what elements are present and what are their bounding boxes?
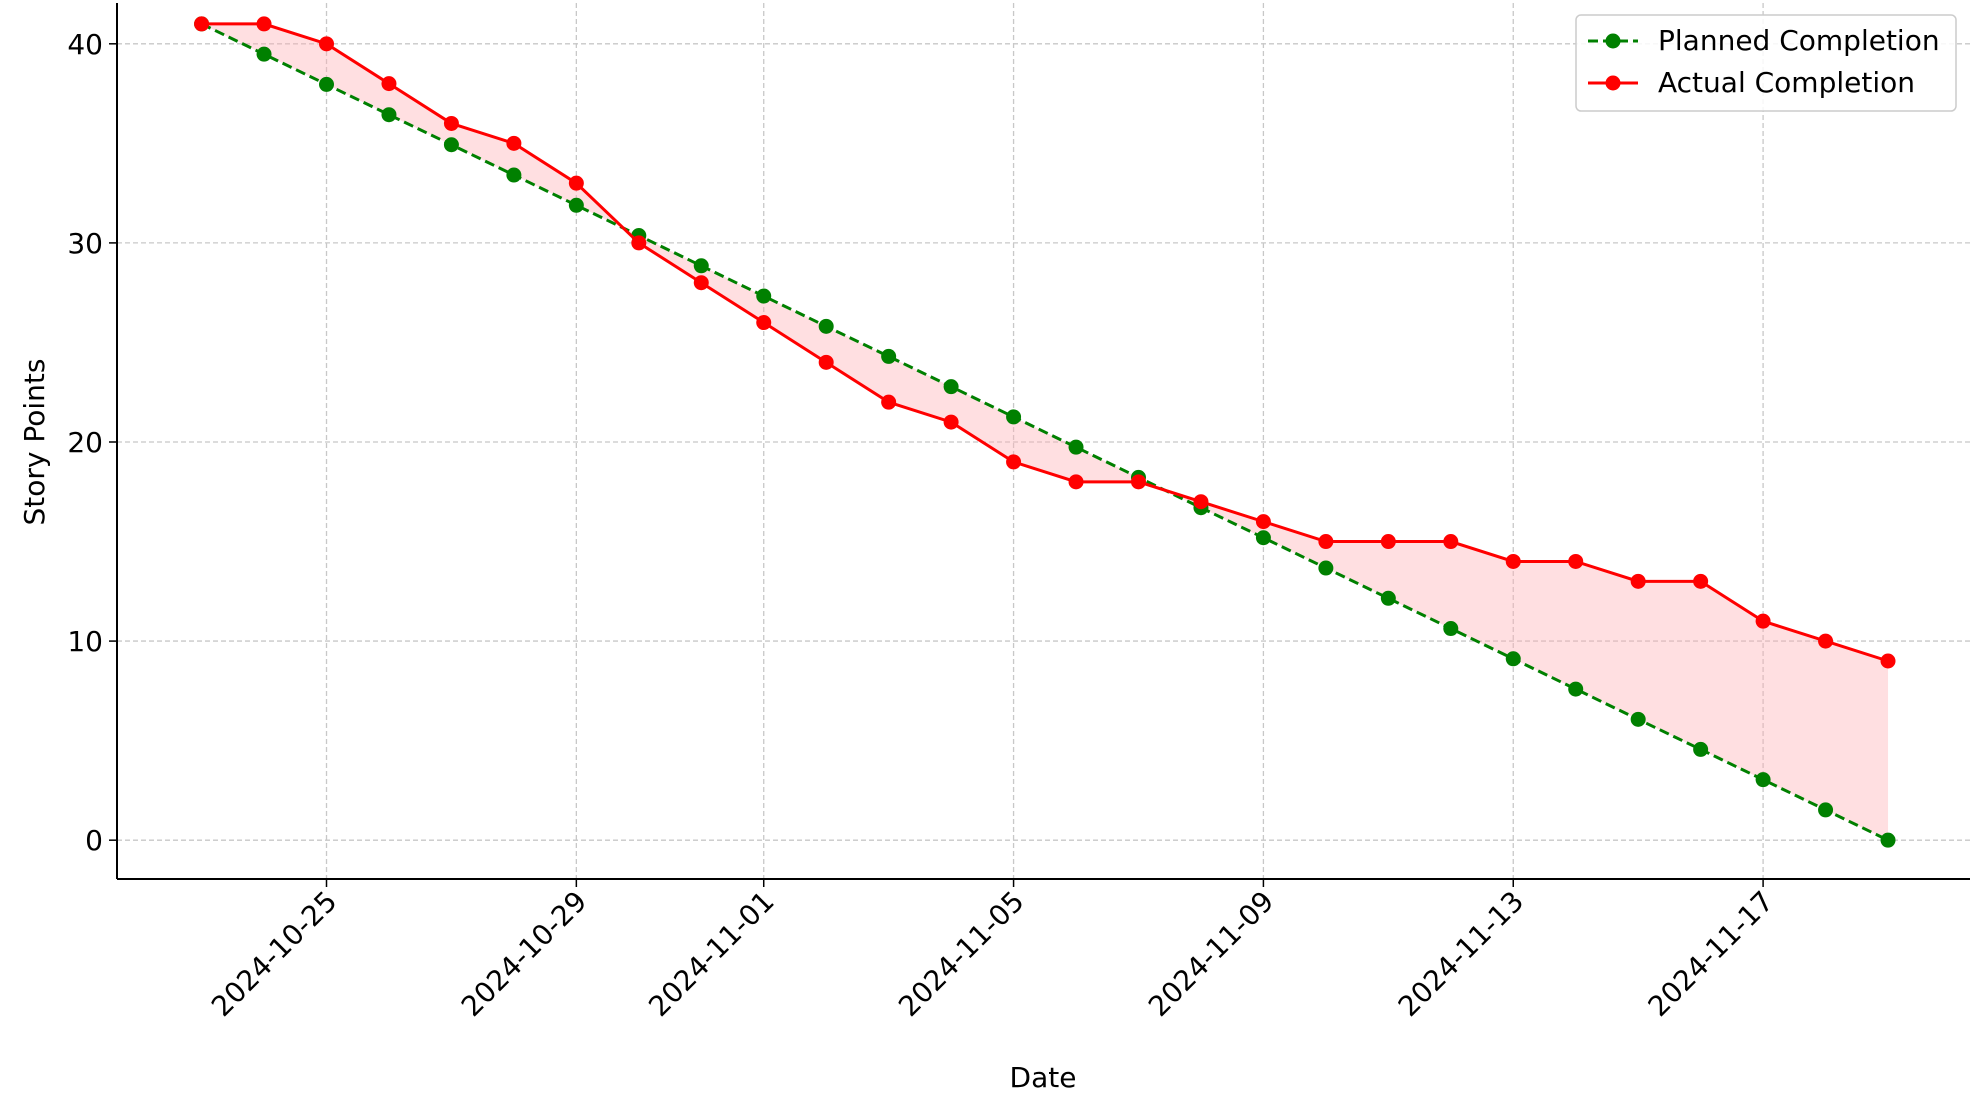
point (1505, 553, 1521, 569)
y-tick-label: 0 (85, 824, 103, 857)
legend-label: Actual Completion (1658, 66, 1915, 99)
point (443, 137, 459, 153)
point (1693, 741, 1709, 757)
point (1630, 573, 1646, 589)
point (381, 76, 397, 92)
point (693, 275, 709, 291)
legend-label: Planned Completion (1658, 24, 1940, 57)
y-tick-label: 30 (67, 227, 103, 260)
point (1880, 653, 1896, 669)
point (756, 288, 772, 304)
point (319, 36, 335, 52)
point (443, 115, 459, 131)
point (319, 76, 335, 92)
point (1818, 633, 1834, 649)
point (568, 197, 584, 213)
x-tick-label: 2024-10-25 (205, 885, 343, 1023)
legend: Planned Completion Actual Completion (1575, 14, 1957, 112)
point (1818, 802, 1834, 818)
series-line (200, 22, 1889, 842)
point (943, 414, 959, 430)
point (818, 318, 834, 334)
x-tick-label: 2024-10-29 (455, 885, 593, 1023)
point (1130, 474, 1146, 490)
fill-between (201, 23, 1889, 841)
x-tick-label: 2024-11-05 (892, 885, 1030, 1023)
point (256, 46, 272, 62)
point (1505, 651, 1521, 667)
point (381, 107, 397, 123)
legend-box (1575, 14, 1957, 112)
point (1755, 613, 1771, 629)
x-tick-label: 2024-11-13 (1392, 885, 1530, 1023)
point (1568, 553, 1584, 569)
point (506, 135, 522, 151)
point (1318, 534, 1334, 550)
point (1755, 772, 1771, 788)
y-tick-label: 40 (67, 28, 103, 61)
point (881, 348, 897, 364)
point (506, 167, 522, 183)
y-tick-label: 20 (67, 426, 103, 459)
point (1255, 530, 1271, 546)
legend-marker (1605, 33, 1621, 49)
x-tick-label: 2024-11-09 (1142, 885, 1280, 1023)
point (1693, 573, 1709, 589)
point (1880, 832, 1896, 848)
point (194, 16, 210, 32)
point (1630, 711, 1646, 727)
point (693, 258, 709, 274)
point (1193, 494, 1209, 510)
point (1443, 534, 1459, 550)
point (943, 379, 959, 395)
point (256, 16, 272, 32)
y-tick-label: 10 (67, 625, 103, 658)
x-tick-label: 2024-11-01 (642, 885, 780, 1023)
point (1068, 439, 1084, 455)
point (1380, 590, 1396, 606)
point (631, 235, 647, 251)
point (1318, 560, 1334, 576)
point (881, 394, 897, 410)
point (1006, 454, 1022, 470)
point (756, 315, 772, 331)
point (1568, 681, 1584, 697)
x-axis-label: Date (1010, 1061, 1077, 1094)
point (818, 354, 834, 370)
point (568, 175, 584, 191)
point (1068, 474, 1084, 490)
point (1255, 514, 1271, 530)
y-axis-label: Story Points (18, 359, 51, 526)
x-tick-label: 2024-11-17 (1642, 885, 1780, 1023)
point (1006, 409, 1022, 425)
point (1380, 534, 1396, 550)
point (1443, 621, 1459, 637)
legend-marker (1605, 75, 1621, 91)
series-line (201, 22, 1889, 663)
